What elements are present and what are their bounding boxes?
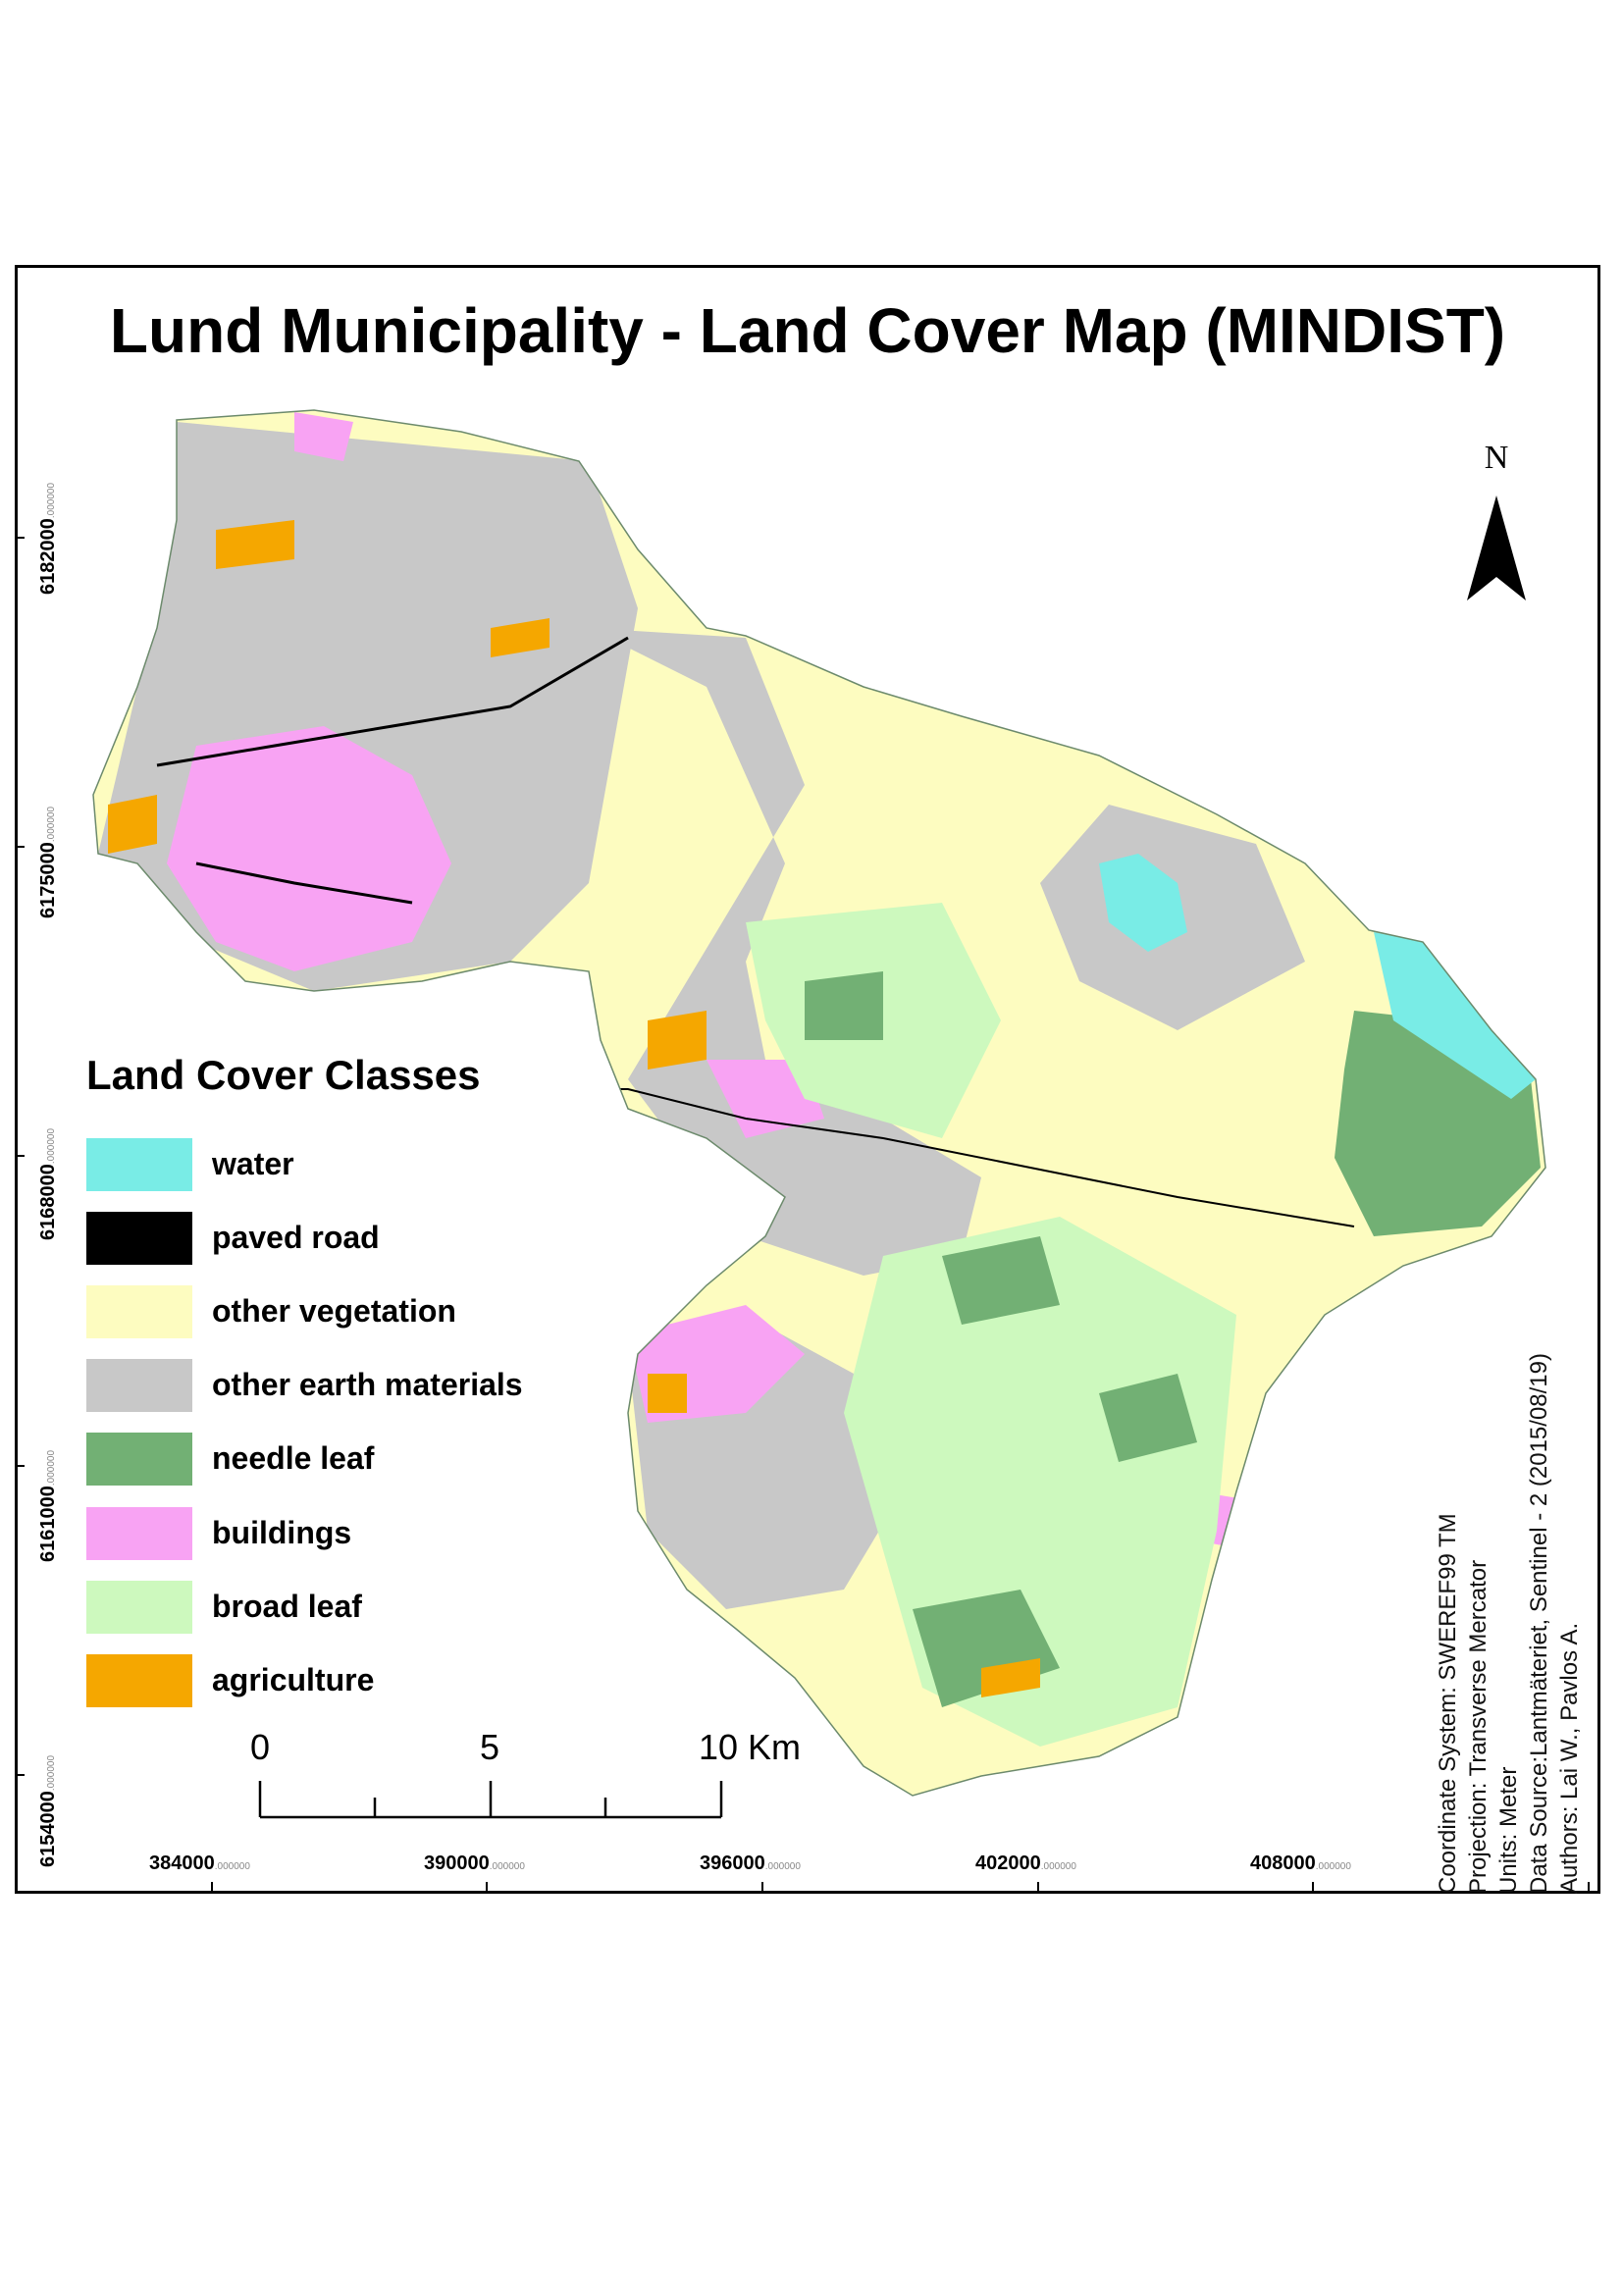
north-label: N <box>1484 440 1509 476</box>
y-tick-label: 6161000.000000 <box>37 1450 60 1562</box>
y-tick-label: 6154000.000000 <box>37 1755 60 1867</box>
x-tick-decimals: .000000 <box>489 1861 525 1872</box>
road-east <box>510 1088 1355 1227</box>
y-tick-label: 6175000.000000 <box>37 807 60 918</box>
road-town <box>195 861 413 905</box>
y-tick-value: 6175000 <box>37 842 59 918</box>
municipality-boundary <box>92 409 1546 1797</box>
region-buildings-north <box>294 412 353 461</box>
x-tick-label: 396000.000000 <box>700 1852 801 1875</box>
grid-ticks-left <box>15 537 25 1776</box>
map-metadata: Coordinate System: SWEREF99 TM Projectio… <box>1433 1353 1585 1894</box>
legend-label: buildings <box>212 1515 352 1550</box>
x-tick-decimals: .000000 <box>214 1861 250 1872</box>
meta-projection: Projection: Transverse Mercator <box>1465 1559 1492 1894</box>
legend-swatch <box>86 1654 192 1707</box>
x-tick-label: 390000.000000 <box>424 1852 525 1875</box>
legend-swatch <box>86 1359 192 1412</box>
y-tick-decimals: .000000 <box>46 482 57 519</box>
y-tick-decimals: .000000 <box>46 806 57 843</box>
region-agriculture-southwest <box>648 1374 687 1413</box>
region-water-lake-center <box>1099 854 1187 952</box>
x-tick-decimals: .000000 <box>764 1861 801 1872</box>
region-needle-leaf-center <box>805 971 883 1040</box>
y-tick-label: 6168000.000000 <box>37 1128 60 1240</box>
region-agriculture-south <box>981 1658 1040 1697</box>
region-needle-leaf-south-1 <box>942 1236 1060 1325</box>
x-tick-value: 390000 <box>424 1852 490 1874</box>
x-tick-value: 408000 <box>1250 1852 1316 1874</box>
y-tick-value: 6168000 <box>37 1164 59 1240</box>
region-agriculture-north <box>491 618 550 657</box>
scale-label-5: 5 <box>480 1727 500 1767</box>
region-buildings-town <box>167 726 451 971</box>
legend-label: agriculture <box>212 1662 375 1697</box>
north-arrow-icon <box>1467 496 1526 600</box>
x-tick-decimals: .000000 <box>1315 1861 1351 1872</box>
legend-swatch <box>86 1138 192 1191</box>
grid-ticks-bottom <box>211 1882 1590 1891</box>
region-agriculture-center <box>648 1011 707 1070</box>
legend-swatch <box>86 1433 192 1486</box>
x-tick-decimals: .000000 <box>1040 1861 1076 1872</box>
legend-swatch <box>86 1581 192 1634</box>
scale-label-10km: 10 Km <box>699 1727 802 1767</box>
region-agriculture-west <box>108 795 157 854</box>
x-tick-label: 408000.000000 <box>1250 1852 1351 1875</box>
x-tick-value: 384000 <box>149 1852 215 1874</box>
legend-label: other vegetation <box>212 1293 456 1329</box>
y-tick-value: 6154000 <box>37 1791 59 1867</box>
legend-swatch <box>86 1507 192 1560</box>
scale-label-0: 0 <box>250 1727 271 1767</box>
y-tick-value: 6161000 <box>37 1486 59 1562</box>
legend-swatch <box>86 1285 192 1338</box>
region-water-lake-east <box>1374 932 1536 1099</box>
x-tick-value: 396000 <box>700 1852 765 1874</box>
region-agriculture-northwest <box>216 520 294 569</box>
x-tick-value: 402000 <box>975 1852 1041 1874</box>
legend-title: Land Cover Classes <box>86 1052 481 1098</box>
legend-swatch <box>86 1212 192 1265</box>
meta-coordinate-system: Coordinate System: SWEREF99 TM <box>1435 1513 1461 1894</box>
y-tick-label: 6182000.000000 <box>37 483 60 595</box>
scale-bar <box>258 1781 723 1819</box>
map-title: Lund Municipality - Land Cover Map (MIND… <box>109 295 1506 366</box>
y-tick-value: 6182000 <box>37 518 59 595</box>
legend-label: broad leaf <box>212 1589 362 1624</box>
x-tick-label: 402000.000000 <box>975 1852 1076 1875</box>
legend-label: water <box>212 1146 294 1181</box>
x-tick-label: 384000.000000 <box>149 1852 250 1875</box>
region-earth-materials-center <box>589 628 981 1276</box>
meta-authors: Authors: Lai W., Pavlos A. <box>1556 1622 1583 1894</box>
y-tick-decimals: .000000 <box>46 1449 57 1487</box>
legend-label: other earth materials <box>212 1367 523 1402</box>
y-tick-decimals: .000000 <box>46 1754 57 1792</box>
road-northwest <box>156 636 629 767</box>
legend-label: needle leaf <box>212 1440 375 1476</box>
legend-label: paved road <box>212 1220 380 1255</box>
y-tick-decimals: .000000 <box>46 1127 57 1165</box>
meta-units: Units: Meter <box>1495 1766 1522 1894</box>
meta-data-source: Data Source:Lantmäteriet, Sentinel - 2 (… <box>1526 1353 1552 1894</box>
region-needle-leaf-south-2 <box>1099 1374 1197 1462</box>
